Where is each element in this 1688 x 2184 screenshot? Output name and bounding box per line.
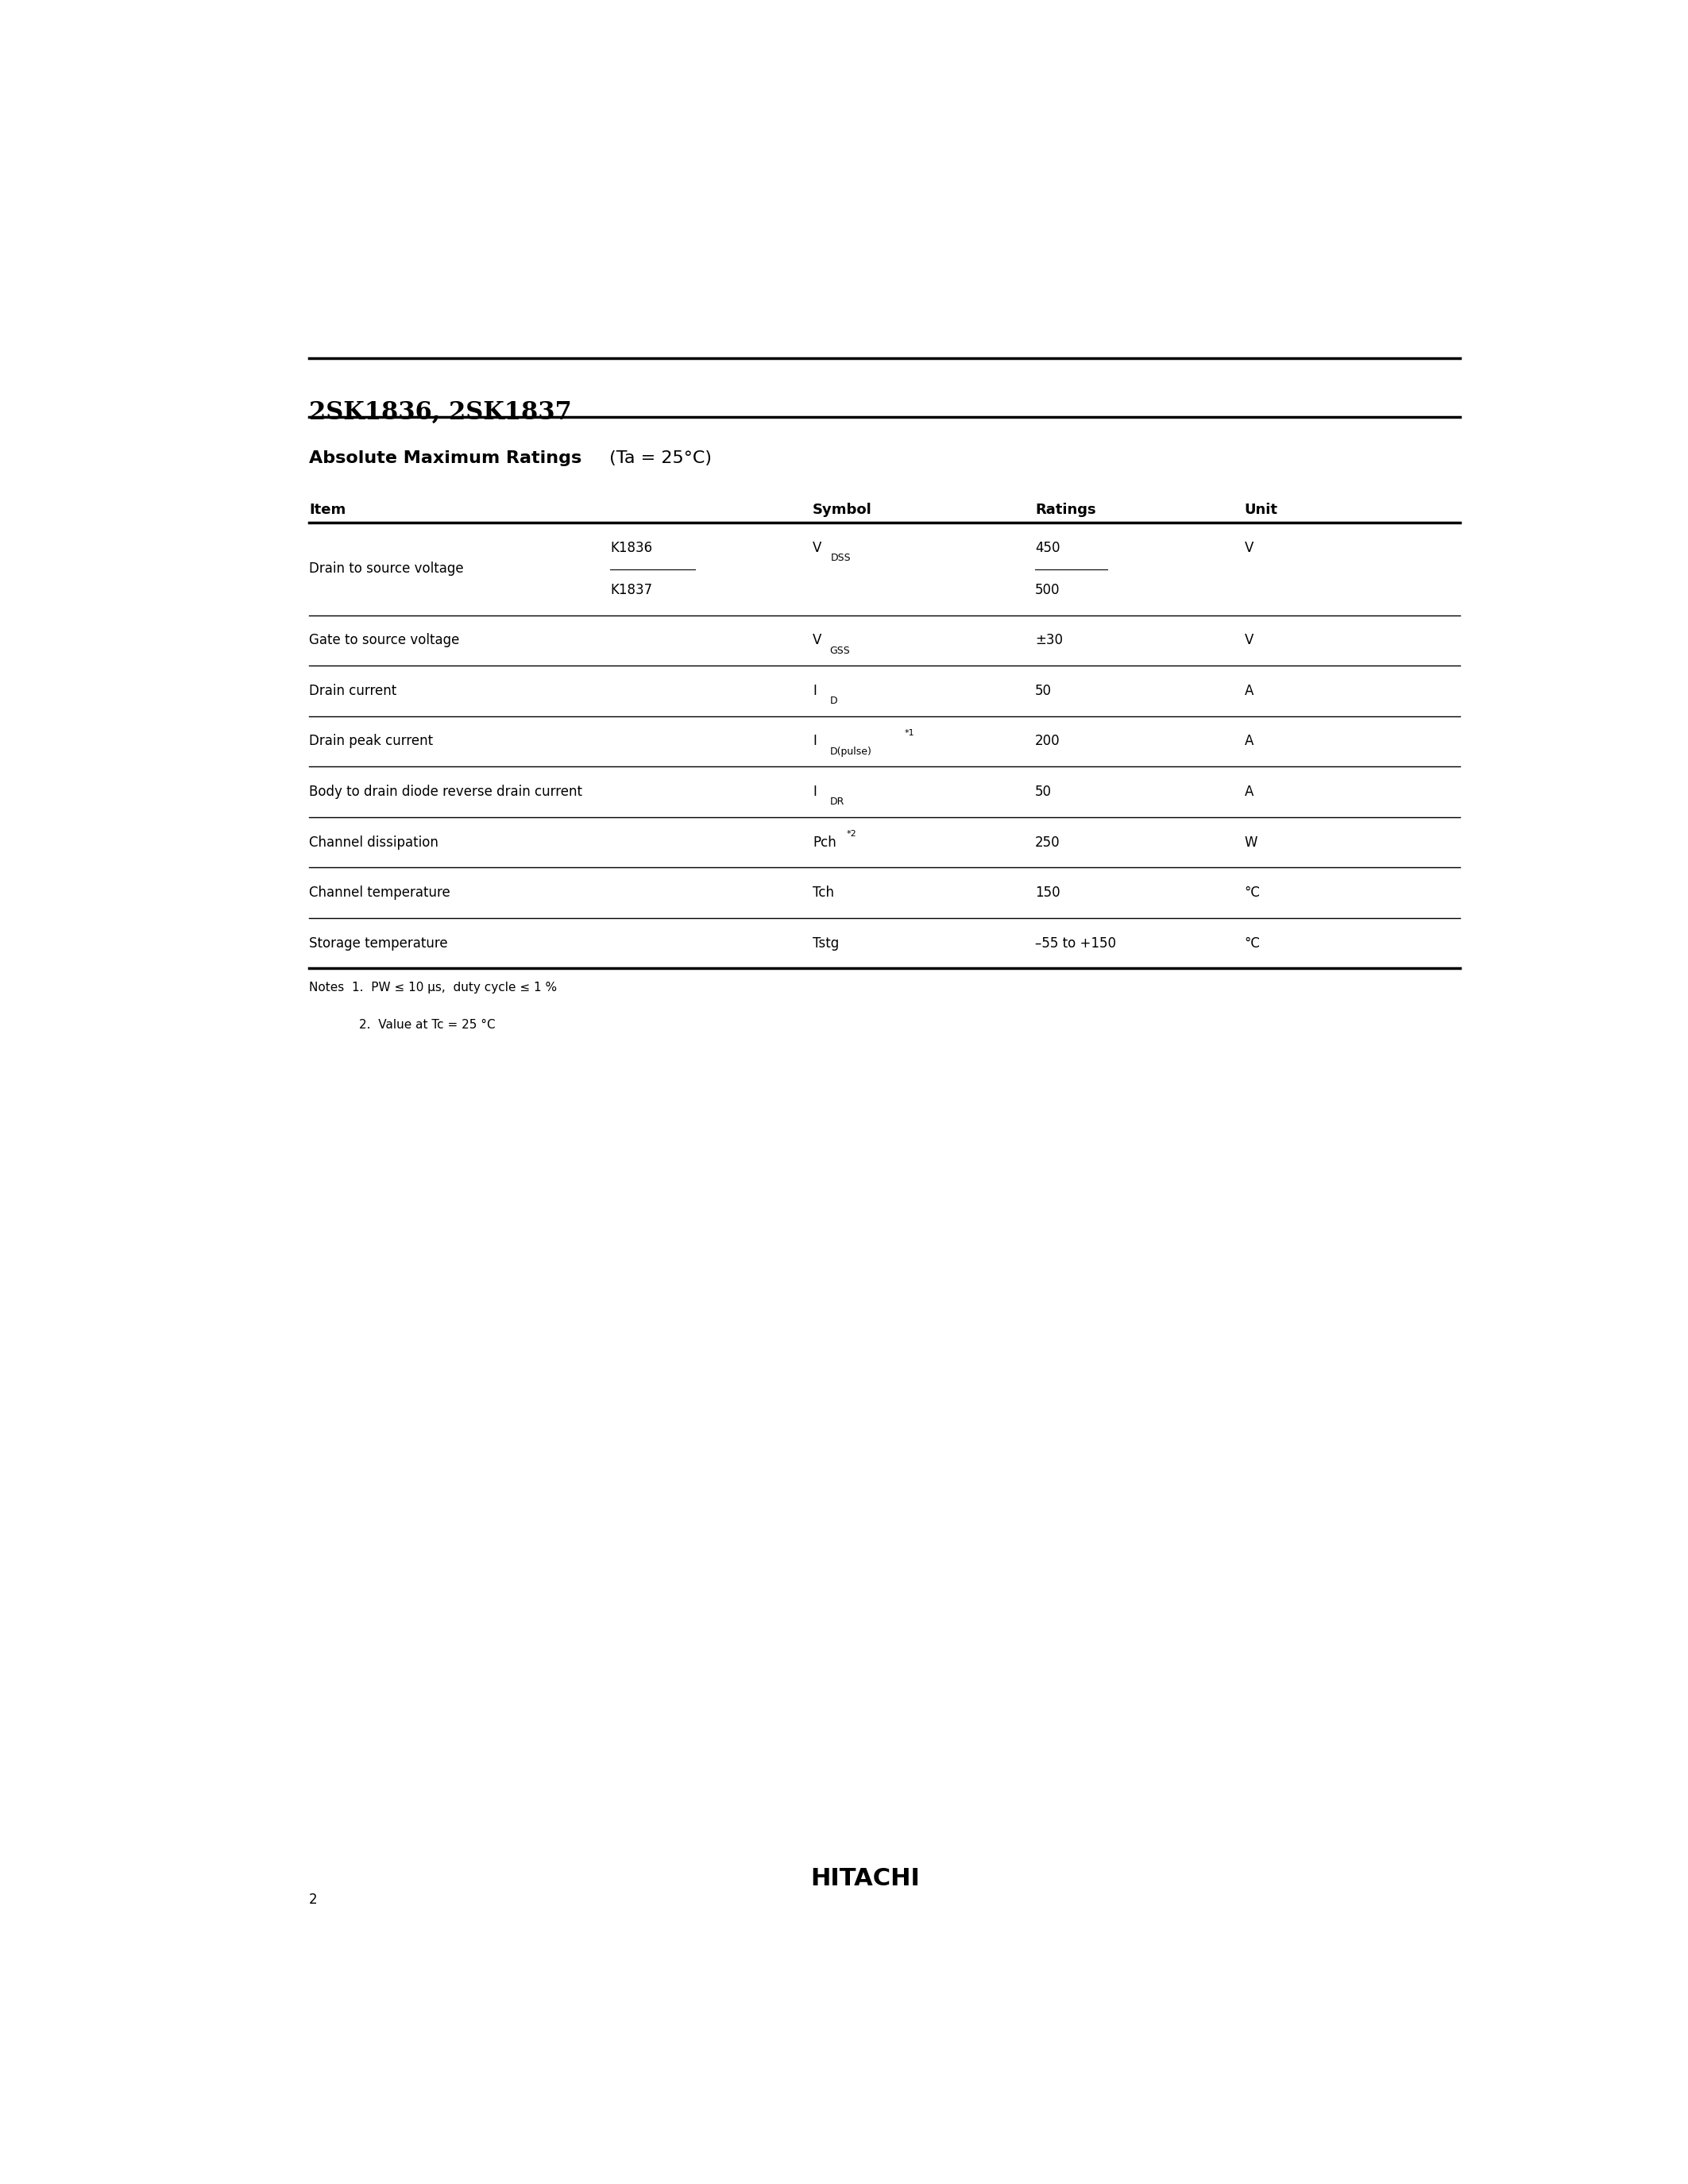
Text: Gate to source voltage: Gate to source voltage [309, 633, 459, 649]
Text: V: V [814, 542, 822, 555]
Text: –55 to +150: –55 to +150 [1035, 937, 1116, 950]
Text: Unit: Unit [1244, 502, 1278, 518]
Text: Tstg: Tstg [814, 937, 839, 950]
Text: °C: °C [1244, 885, 1261, 900]
Text: ±30: ±30 [1035, 633, 1063, 649]
Text: DR: DR [830, 797, 844, 808]
Text: 2.  Value at Tc = 25 °C: 2. Value at Tc = 25 °C [360, 1020, 495, 1031]
Text: 450: 450 [1035, 542, 1060, 555]
Text: V: V [1244, 542, 1254, 555]
Text: 150: 150 [1035, 885, 1060, 900]
Text: V: V [1244, 633, 1254, 649]
Text: D(pulse): D(pulse) [830, 747, 871, 756]
Text: Pch: Pch [814, 834, 837, 850]
Text: Channel temperature: Channel temperature [309, 885, 451, 900]
Text: 50: 50 [1035, 784, 1052, 799]
Text: A: A [1244, 784, 1254, 799]
Text: A: A [1244, 684, 1254, 699]
Text: 250: 250 [1035, 834, 1060, 850]
Text: Tch: Tch [814, 885, 834, 900]
Text: Body to drain diode reverse drain current: Body to drain diode reverse drain curren… [309, 784, 582, 799]
Text: 2: 2 [309, 1894, 317, 1907]
Text: Item: Item [309, 502, 346, 518]
Text: Drain to source voltage: Drain to source voltage [309, 561, 464, 577]
Text: 500: 500 [1035, 583, 1060, 598]
Text: K1836: K1836 [609, 542, 652, 555]
Text: Ratings: Ratings [1035, 502, 1096, 518]
Text: I: I [814, 784, 817, 799]
Text: D: D [830, 697, 837, 705]
Text: 2SK1836, 2SK1837: 2SK1836, 2SK1837 [309, 400, 572, 424]
Text: V: V [814, 633, 822, 649]
Text: Channel dissipation: Channel dissipation [309, 834, 439, 850]
Text: °C: °C [1244, 937, 1261, 950]
Text: Notes  1.  PW ≤ 10 μs,  duty cycle ≤ 1 %: Notes 1. PW ≤ 10 μs, duty cycle ≤ 1 % [309, 983, 557, 994]
Text: Drain peak current: Drain peak current [309, 734, 434, 749]
Text: W: W [1244, 834, 1258, 850]
Text: *2: *2 [846, 830, 856, 839]
Text: Symbol: Symbol [814, 502, 873, 518]
Text: Storage temperature: Storage temperature [309, 937, 447, 950]
Text: DSS: DSS [830, 553, 851, 563]
Text: Drain current: Drain current [309, 684, 397, 699]
Text: Absolute Maximum Ratings: Absolute Maximum Ratings [309, 450, 582, 467]
Text: *1: *1 [905, 729, 915, 736]
Text: GSS: GSS [830, 646, 851, 655]
Text: HITACHI: HITACHI [810, 1867, 920, 1889]
Text: I: I [814, 684, 817, 699]
Text: I: I [814, 734, 817, 749]
Text: K1837: K1837 [609, 583, 652, 598]
Text: 200: 200 [1035, 734, 1060, 749]
Text: 50: 50 [1035, 684, 1052, 699]
Text: A: A [1244, 734, 1254, 749]
Text: (Ta = 25°C): (Ta = 25°C) [604, 450, 712, 467]
